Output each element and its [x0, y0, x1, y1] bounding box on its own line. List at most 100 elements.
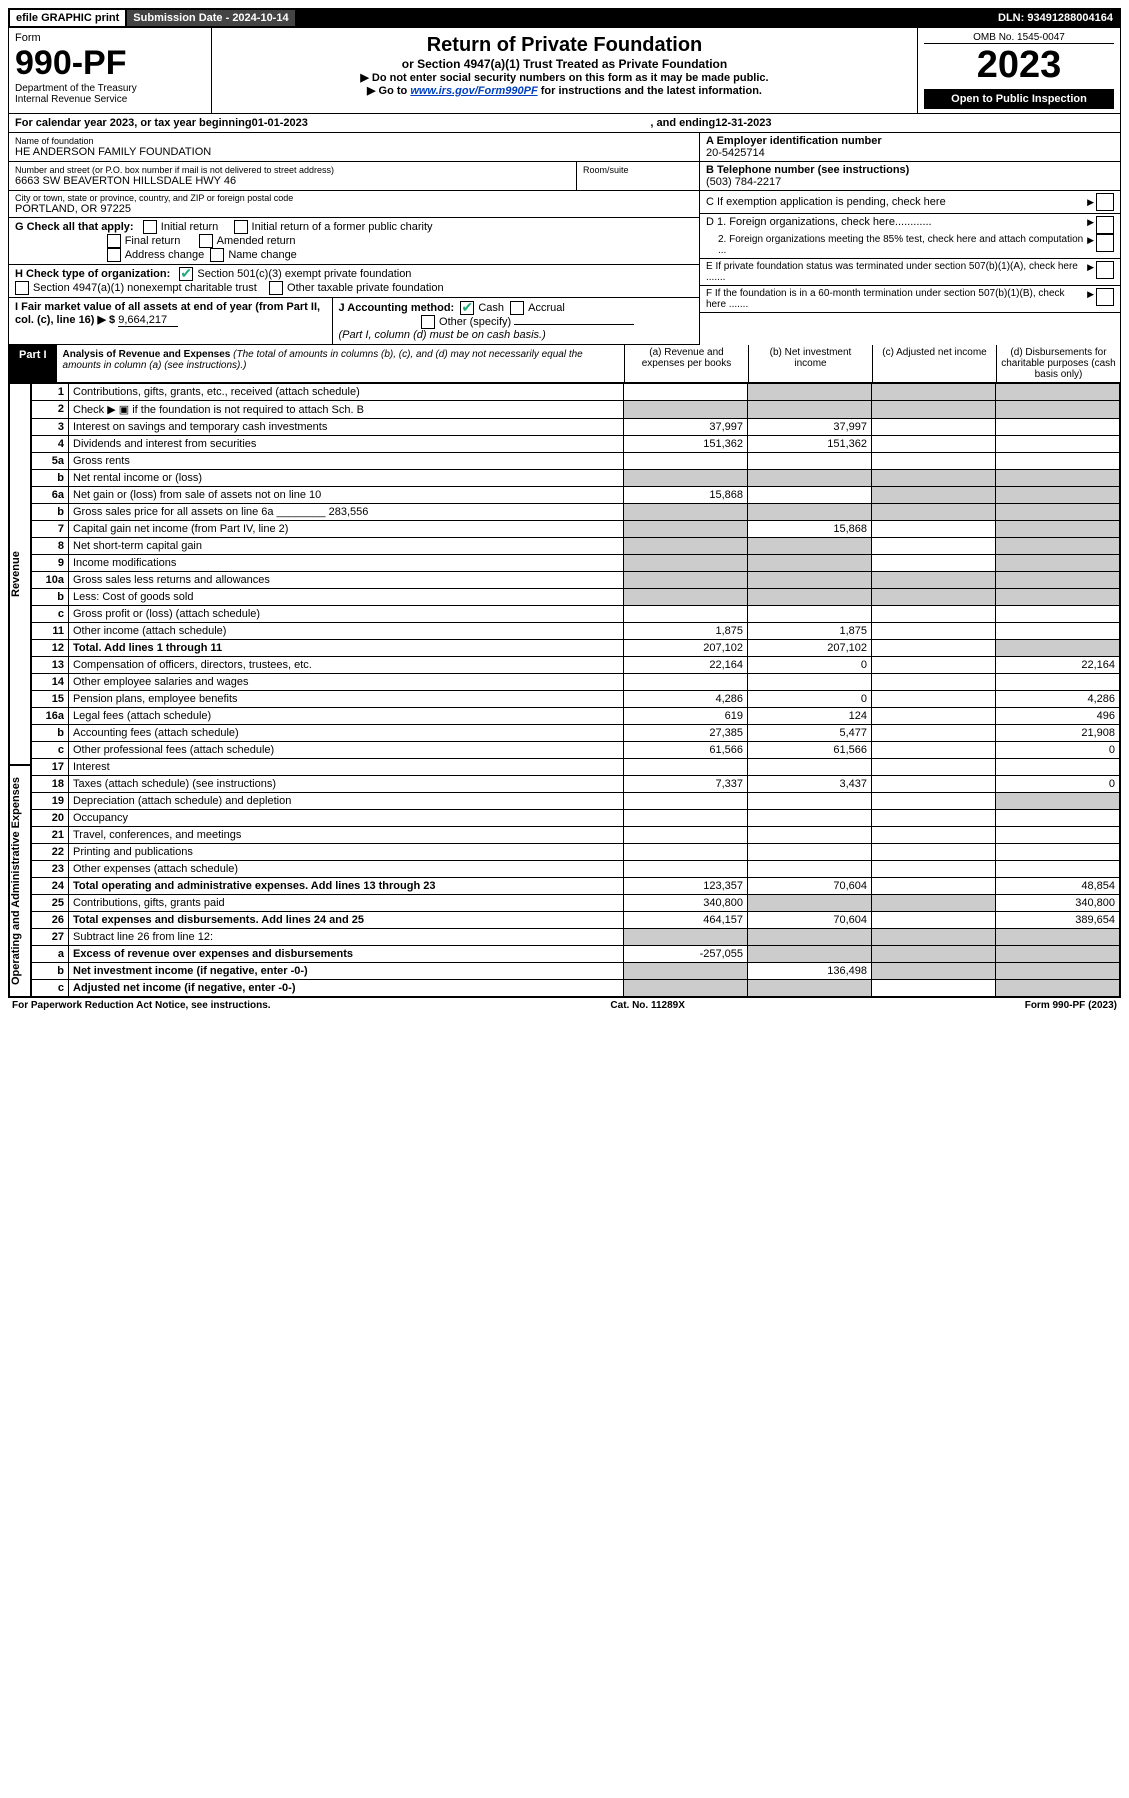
chk-other-taxable[interactable]	[269, 281, 283, 295]
col-d-hdr: (d) Disbursements for charitable purpose…	[996, 345, 1120, 382]
chk-other-method[interactable]	[421, 315, 435, 329]
col-c	[872, 555, 996, 572]
fmv-value: 9,664,217	[118, 314, 178, 327]
col-d	[996, 759, 1120, 776]
submission-date: Submission Date - 2024-10-14	[127, 10, 294, 26]
line-num: b	[32, 589, 69, 606]
chk-initial-return[interactable]	[143, 220, 157, 234]
line-num: 10a	[32, 572, 69, 589]
line-desc: Net gain or (loss) from sale of assets n…	[69, 487, 624, 504]
chk-cash[interactable]	[460, 301, 474, 315]
j-label: J Accounting method:	[339, 302, 455, 314]
col-b	[748, 827, 872, 844]
line-desc: Income modifications	[69, 555, 624, 572]
chk-501c3[interactable]	[179, 267, 193, 281]
chk-d2[interactable]	[1096, 234, 1114, 252]
line-num: 9	[32, 555, 69, 572]
line-desc: Interest	[69, 759, 624, 776]
cal-mid: , and ending	[650, 117, 715, 129]
col-d	[996, 844, 1120, 861]
line-num: 2	[32, 401, 69, 419]
line-16b: bAccounting fees (attach schedule)27,385…	[32, 725, 1120, 742]
chk-e[interactable]	[1096, 261, 1114, 279]
line-desc: Total expenses and disbursements. Add li…	[69, 912, 624, 929]
entity-info-grid: Name of foundation HE ANDERSON FAMILY FO…	[8, 133, 1121, 345]
foundation-name: HE ANDERSON FAMILY FOUNDATION	[15, 146, 693, 158]
chk-addr-change[interactable]	[107, 248, 121, 262]
col-c	[872, 401, 996, 419]
line-num: c	[32, 980, 69, 997]
opt-accrual: Accrual	[528, 302, 565, 314]
col-a: 7,337	[624, 776, 748, 793]
col-d	[996, 555, 1120, 572]
dln-label: DLN: 93491288004164	[992, 10, 1119, 26]
instr-2: ▶ Go to www.irs.gov/Form990PF for instru…	[218, 84, 911, 97]
col-a: 1,875	[624, 623, 748, 640]
line-26: 26Total expenses and disbursements. Add …	[32, 912, 1120, 929]
col-b	[748, 572, 872, 589]
chk-d1[interactable]	[1096, 216, 1114, 234]
col-b: 151,362	[748, 436, 872, 453]
line-num: c	[32, 742, 69, 759]
col-c	[872, 963, 996, 980]
col-b: 0	[748, 657, 872, 674]
line-27a: aExcess of revenue over expenses and dis…	[32, 946, 1120, 963]
footer-right: Form 990-PF (2023)	[1025, 1000, 1117, 1011]
col-c	[872, 470, 996, 487]
col-a	[624, 538, 748, 555]
name-label: Name of foundation	[15, 136, 693, 146]
line-desc: Contributions, gifts, grants paid	[69, 895, 624, 912]
col-c	[872, 708, 996, 725]
col-a: 27,385	[624, 725, 748, 742]
col-c	[872, 640, 996, 657]
chk-f[interactable]	[1096, 288, 1114, 306]
col-c	[872, 453, 996, 470]
chk-final-return[interactable]	[107, 234, 121, 248]
line-desc: Other professional fees (attach schedule…	[69, 742, 624, 759]
col-a	[624, 793, 748, 810]
line-desc: Excess of revenue over expenses and disb…	[69, 946, 624, 963]
col-b	[748, 453, 872, 470]
line-14: 14Other employee salaries and wages	[32, 674, 1120, 691]
line-16a: 16aLegal fees (attach schedule)619124496	[32, 708, 1120, 725]
arrow-icon	[1087, 261, 1096, 283]
line-19: 19Depreciation (attach schedule) and dep…	[32, 793, 1120, 810]
line-10c: cGross profit or (loss) (attach schedule…	[32, 606, 1120, 623]
col-c	[872, 606, 996, 623]
chk-name-change[interactable]	[210, 248, 224, 262]
irs-link[interactable]: www.irs.gov/Form990PF	[410, 85, 537, 97]
col-b: 3,437	[748, 776, 872, 793]
chk-c[interactable]	[1096, 193, 1114, 211]
col-a	[624, 759, 748, 776]
line-num: 27	[32, 929, 69, 946]
col-d	[996, 810, 1120, 827]
line-num: b	[32, 504, 69, 521]
chk-4947[interactable]	[15, 281, 29, 295]
col-b	[748, 946, 872, 963]
line-21: 21Travel, conferences, and meetings	[32, 827, 1120, 844]
analysis-table: 1Contributions, gifts, grants, etc., rec…	[31, 383, 1120, 997]
col-c	[872, 946, 996, 963]
col-c	[872, 725, 996, 742]
col-b	[748, 538, 872, 555]
line-num: 5a	[32, 453, 69, 470]
col-b: 37,997	[748, 419, 872, 436]
chk-accrual[interactable]	[510, 301, 524, 315]
chk-amended[interactable]	[199, 234, 213, 248]
col-b	[748, 384, 872, 401]
line-17: 17Interest	[32, 759, 1120, 776]
col-d	[996, 453, 1120, 470]
col-d	[996, 640, 1120, 657]
line-num: b	[32, 470, 69, 487]
line-num: 18	[32, 776, 69, 793]
efile-top-bar: efile GRAPHIC print Submission Date - 20…	[8, 8, 1121, 28]
chk-initial-public[interactable]	[234, 220, 248, 234]
line-27b: bNet investment income (if negative, ent…	[32, 963, 1120, 980]
col-d	[996, 538, 1120, 555]
line-desc: Contributions, gifts, grants, etc., rece…	[69, 384, 624, 401]
room-label: Room/suite	[583, 165, 693, 175]
form-title: Return of Private Foundation	[218, 34, 911, 57]
form-number: 990-PF	[15, 44, 205, 83]
line-desc: Check ▶ ▣ if the foundation is not requi…	[69, 401, 624, 419]
col-b: 70,604	[748, 878, 872, 895]
